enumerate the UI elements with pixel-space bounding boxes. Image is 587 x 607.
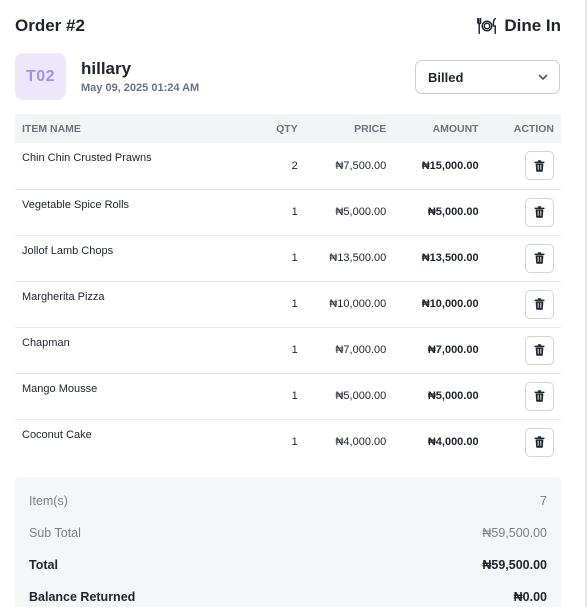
dining-icon [477, 17, 497, 35]
summary-total-value: ₦59,500.00 [482, 558, 547, 572]
item-name-cell: Mango Mousse [15, 373, 230, 419]
table-row: Margherita Pizza 1 ₦10,000.00 ₦10,000.00 [15, 281, 561, 327]
customer-details: hillary May 09, 2025 01:24 AM [81, 59, 199, 94]
item-qty: 1 [291, 298, 298, 310]
delete-item-button[interactable] [525, 335, 554, 365]
header-action: ACTION [513, 122, 554, 135]
delete-item-button[interactable] [525, 197, 554, 227]
order-type-label: Dine In [504, 16, 561, 35]
table-row: Chapman 1 ₦7,000.00 ₦7,000.00 [15, 327, 561, 373]
header-price: PRICE [354, 122, 387, 135]
item-amount: ₦13,500.00 [421, 252, 479, 264]
item-qty: 1 [291, 436, 298, 449]
item-qty: 2 [291, 159, 298, 172]
table-badge: T02 [15, 53, 66, 100]
trash-icon [534, 390, 545, 402]
item-amount: ₦15,000.00 [421, 159, 479, 172]
item-name-cell: Vegetable Spice Rolls [15, 189, 230, 235]
order-type: Dine In [476, 15, 561, 37]
item-qty: 1 [291, 252, 298, 264]
item-price: ₦13,500.00 [329, 252, 387, 264]
table-row: Vegetable Spice Rolls 1 ₦5,000.00 ₦5,000.00 [15, 189, 561, 235]
order-summary: Item(s) 7 Sub Total ₦59,500.00 Total ₦59… [15, 477, 561, 607]
customer-info: T02 hillary May 09, 2025 01:24 AM [15, 53, 199, 100]
item-name: Mango Mousse [22, 382, 98, 395]
item-name: Vegetable Spice Rolls [22, 198, 130, 211]
order-items-table: ITEM NAME QTY PRICE AMOUNT ACTION Chin C… [15, 114, 561, 465]
table-row: Coconut Cake 1 ₦4,000.00 ₦4,000.00 [15, 419, 561, 465]
item-action-cell [479, 189, 561, 235]
item-amount: ₦7,000.00 [427, 344, 479, 356]
trash-icon [534, 160, 545, 172]
item-amount: ₦5,000.00 [427, 390, 479, 402]
order-header: Order #2 Dine In [15, 14, 561, 38]
summary-items-label: Item(s) [29, 494, 68, 508]
status-value: Billed [428, 69, 464, 85]
customer-name: hillary [81, 59, 132, 78]
item-action-cell [479, 143, 561, 189]
item-name: Chapman [22, 336, 70, 349]
table-row: Jollof Lamb Chops 1 ₦13,500.00 ₦13,500.00 [15, 235, 561, 281]
item-action-cell [479, 235, 561, 281]
summary-items-value: 7 [540, 494, 547, 508]
status-select[interactable]: Billed [415, 60, 560, 94]
delete-item-button[interactable] [525, 243, 554, 273]
summary-subtotal-label: Sub Total [29, 526, 81, 540]
trash-icon [534, 252, 545, 264]
item-name: Margherita Pizza [22, 290, 105, 303]
item-name-cell: Jollof Lamb Chops [15, 235, 230, 281]
summary-items-row: Item(s) 7 [29, 494, 547, 508]
delete-item-button[interactable] [525, 427, 554, 457]
table-row: Mango Mousse 1 ₦5,000.00 ₦5,000.00 [15, 373, 561, 419]
item-name: Chin Chin Crusted Prawns [22, 152, 152, 164]
item-price: ₦5,000.00 [335, 206, 387, 218]
item-action-cell [479, 373, 561, 419]
item-qty: 1 [291, 390, 298, 402]
chevron-down-icon [538, 74, 548, 80]
summary-balance-value: ₦0.00 [513, 590, 547, 604]
item-name-cell: Chapman [15, 327, 230, 373]
trash-icon [534, 344, 545, 356]
delete-item-button[interactable] [525, 151, 554, 181]
summary-balance-row: Balance Returned ₦0.00 [29, 590, 547, 604]
item-action-cell [479, 281, 561, 327]
item-action-cell [479, 419, 561, 465]
item-action-cell [479, 327, 561, 373]
item-amount: ₦10,000.00 [421, 298, 479, 310]
summary-total-row: Total ₦59,500.00 [29, 558, 547, 572]
trash-icon [534, 206, 545, 218]
item-price: ₦7,000.00 [335, 344, 387, 356]
table-header-row: ITEM NAME QTY PRICE AMOUNT ACTION [15, 114, 561, 143]
trash-icon [534, 436, 545, 449]
header-qty: QTY [276, 122, 298, 135]
item-amount: ₦4,000.00 [427, 436, 479, 449]
header-item-name: ITEM NAME [22, 122, 81, 135]
scrollbar-track[interactable] [585, 0, 587, 607]
item-amount: ₦5,000.00 [427, 206, 479, 218]
item-price: ₦5,000.00 [335, 390, 387, 402]
item-name-cell: Coconut Cake [15, 419, 230, 465]
delete-item-button[interactable] [525, 381, 554, 411]
summary-balance-label: Balance Returned [29, 590, 136, 604]
summary-subtotal-value: ₦59,500.00 [482, 526, 547, 540]
item-name-cell: Chin Chin Crusted Prawns [15, 143, 230, 189]
summary-subtotal-row: Sub Total ₦59,500.00 [29, 526, 547, 540]
trash-icon [534, 298, 545, 310]
summary-total-label: Total [29, 558, 58, 572]
item-price: ₦10,000.00 [329, 298, 387, 310]
item-name: Jollof Lamb Chops [22, 244, 114, 257]
item-name: Coconut Cake [22, 428, 92, 441]
table-row: Chin Chin Crusted Prawns 2 ₦7,500.00 ₦15,00… [15, 143, 561, 189]
item-qty: 1 [291, 344, 298, 356]
order-title: Order #2 [15, 16, 85, 35]
header-amount: AMOUNT [432, 122, 479, 135]
item-qty: 1 [291, 206, 298, 218]
item-price: ₦7,500.00 [335, 159, 387, 172]
item-name-cell: Margherita Pizza [15, 281, 230, 327]
order-date: May 09, 2025 01:24 AM [81, 82, 200, 94]
item-price: ₦4,000.00 [335, 436, 387, 449]
delete-item-button[interactable] [525, 289, 554, 319]
